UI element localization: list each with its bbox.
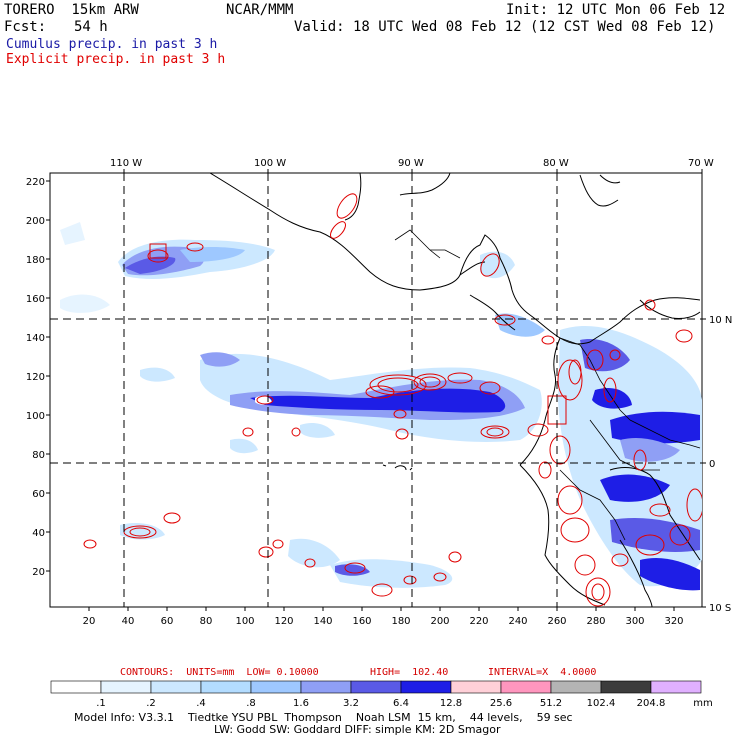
colorbar-label: 204.8 — [637, 698, 666, 709]
colorbar-swatch — [500, 680, 552, 694]
x-tick: 140 — [313, 616, 332, 627]
x-tick: 300 — [625, 616, 644, 627]
y-tick: 100 — [26, 411, 45, 422]
lat-label: 10 N — [709, 315, 732, 326]
valid-time: Valid: 18 UTC Wed 08 Feb 12 (12 CST Wed … — [294, 19, 716, 35]
colorbar-swatch — [100, 680, 152, 694]
y-tick: 220 — [26, 177, 45, 188]
x-tick: 100 — [235, 616, 254, 627]
colorbar-swatch — [150, 680, 202, 694]
y-tick-labels: 220 200 180 160 140 120 100 80 60 40 20 — [26, 177, 45, 578]
y-tick: 20 — [32, 567, 45, 578]
explicit-legend: Explicit precip. in past 3 h — [6, 52, 226, 67]
contour-units: CONTOURS: UNITS=mm LOW= 0.10000 — [120, 667, 319, 678]
x-tick: 120 — [274, 616, 293, 627]
y-tick: 60 — [32, 489, 45, 500]
colorbar-label: 12.8 — [440, 698, 462, 709]
model-title: TORERO 15km ARW — [4, 2, 139, 18]
colorbar-label: 102.4 — [587, 698, 616, 709]
colorbar-label: .4 — [196, 698, 206, 709]
colorbar-swatch — [650, 680, 702, 694]
model-info-line2: LW: Godd SW: Goddard DIFF: simple KM: 2D… — [214, 723, 501, 736]
x-tick: 80 — [200, 616, 213, 627]
y-tick: 40 — [32, 528, 45, 539]
tick-marks — [46, 169, 706, 611]
colorbar-swatch — [300, 680, 352, 694]
colorbar-swatch — [450, 680, 502, 694]
colorbar-label: 3.2 — [343, 698, 359, 709]
lon-label: 110 W — [110, 158, 142, 169]
colorbar-label: .8 — [246, 698, 256, 709]
y-tick: 200 — [26, 216, 45, 227]
x-tick-labels: 20 40 60 80 100 120 140 160 180 200 220 … — [83, 616, 684, 627]
explicit-precip-contours — [83, 193, 702, 607]
x-tick: 320 — [664, 616, 683, 627]
colorbar-label: .2 — [146, 698, 156, 709]
x-tick: 60 — [161, 616, 174, 627]
x-tick: 200 — [430, 616, 449, 627]
x-tick: 160 — [352, 616, 371, 627]
lon-label: 100 W — [254, 158, 286, 169]
colorbar-unit: mm — [693, 698, 712, 709]
contour-interval: INTERVAL=X 4.0000 — [488, 667, 597, 678]
latlon-grid — [50, 173, 702, 607]
y-tick: 140 — [26, 333, 45, 344]
colorbar-label: 1.6 — [293, 698, 309, 709]
colorbar-swatch — [200, 680, 252, 694]
init-time: Init: 12 UTC Mon 06 Feb 12 — [506, 2, 726, 18]
colorbar-swatch — [50, 680, 102, 694]
cumulus-legend: Cumulus precip. in past 3 h — [6, 37, 218, 52]
org-label: NCAR/MMM — [226, 2, 294, 18]
x-tick: 240 — [508, 616, 527, 627]
x-tick: 260 — [547, 616, 566, 627]
x-tick: 220 — [469, 616, 488, 627]
cumulus-precip-fields — [60, 222, 702, 591]
y-tick: 80 — [32, 450, 45, 461]
forecast-hours: 54 h — [74, 19, 108, 35]
lon-label: 90 W — [398, 158, 424, 169]
latitude-labels: 10 N 0 10 S — [709, 315, 732, 614]
x-tick: 40 — [122, 616, 135, 627]
lon-label: 80 W — [543, 158, 569, 169]
colorbar-label: .1 — [96, 698, 106, 709]
lon-label: 70 W — [688, 158, 714, 169]
colorbar-swatch — [600, 680, 652, 694]
colorbar-swatch — [250, 680, 302, 694]
x-tick: 20 — [83, 616, 96, 627]
colorbar-labels: .1 .2 .4 .8 1.6 3.2 6.4 12.8 25.6 51.2 1… — [96, 698, 713, 709]
longitude-labels: 110 W 100 W 90 W 80 W 70 W — [110, 158, 714, 169]
y-tick: 120 — [26, 372, 45, 383]
colorbar-swatch — [400, 680, 452, 694]
x-tick: 280 — [586, 616, 605, 627]
colorbar-label: 6.4 — [393, 698, 409, 709]
lat-label: 0 — [709, 459, 715, 470]
lat-label: 10 S — [709, 603, 731, 614]
y-tick: 180 — [26, 255, 45, 266]
colorbar-swatch — [550, 680, 602, 694]
y-tick: 160 — [26, 294, 45, 305]
colorbar — [50, 680, 702, 694]
colorbar-label: 25.6 — [490, 698, 512, 709]
colorbar-swatch — [350, 680, 402, 694]
model-info-line1: Model Info: V3.3.1 Tiedtke YSU PBL Thomp… — [74, 711, 573, 724]
colorbar-label: 51.2 — [540, 698, 562, 709]
contour-high: HIGH= 102.40 — [370, 667, 449, 678]
x-tick: 180 — [391, 616, 410, 627]
forecast-label: Fcst: — [4, 19, 47, 35]
